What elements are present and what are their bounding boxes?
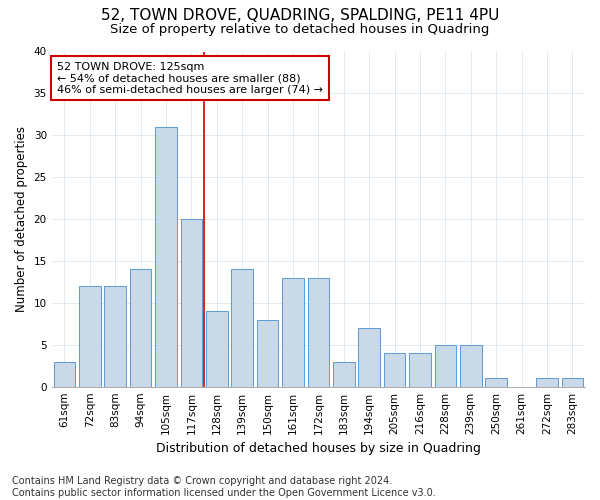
Bar <box>257 320 278 386</box>
Bar <box>536 378 557 386</box>
Bar <box>282 278 304 386</box>
Bar <box>53 362 75 386</box>
Bar <box>181 219 202 386</box>
Bar <box>232 270 253 386</box>
Bar <box>155 127 177 386</box>
Bar <box>562 378 583 386</box>
Bar <box>130 270 151 386</box>
Y-axis label: Number of detached properties: Number of detached properties <box>15 126 28 312</box>
Bar <box>308 278 329 386</box>
Text: Contains HM Land Registry data © Crown copyright and database right 2024.
Contai: Contains HM Land Registry data © Crown c… <box>12 476 436 498</box>
Text: 52 TOWN DROVE: 125sqm
← 54% of detached houses are smaller (88)
46% of semi-deta: 52 TOWN DROVE: 125sqm ← 54% of detached … <box>57 62 323 95</box>
Bar <box>434 345 456 387</box>
Bar <box>333 362 355 386</box>
Bar <box>358 328 380 386</box>
Bar <box>460 345 482 387</box>
Bar <box>206 312 227 386</box>
X-axis label: Distribution of detached houses by size in Quadring: Distribution of detached houses by size … <box>156 442 481 455</box>
Text: 52, TOWN DROVE, QUADRING, SPALDING, PE11 4PU: 52, TOWN DROVE, QUADRING, SPALDING, PE11… <box>101 8 499 22</box>
Text: Size of property relative to detached houses in Quadring: Size of property relative to detached ho… <box>110 22 490 36</box>
Bar <box>384 353 406 386</box>
Bar <box>104 286 126 386</box>
Bar <box>79 286 101 386</box>
Bar <box>409 353 431 386</box>
Bar <box>485 378 507 386</box>
